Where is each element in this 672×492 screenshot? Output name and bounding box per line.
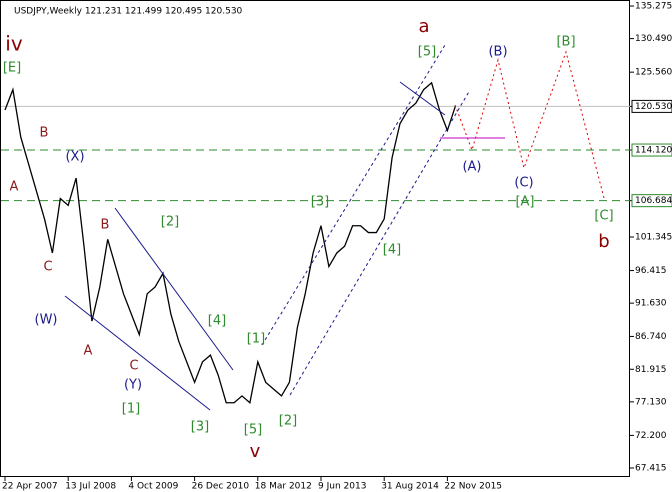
wave-label: B — [40, 126, 49, 141]
tick-box — [631, 143, 672, 157]
channel-line — [64, 295, 211, 411]
wave-label: v — [250, 441, 261, 462]
wave-label: [4] — [208, 314, 226, 329]
wave-label: (A) — [462, 160, 481, 175]
wave-label: [3] — [311, 195, 329, 210]
wave-label: A — [10, 180, 19, 195]
y-tick-label: 120.530 — [635, 102, 672, 112]
channel-line — [289, 89, 471, 396]
y-tick-label: 135.275 — [635, 2, 672, 12]
y-tick-label: 125.560 — [635, 68, 672, 78]
channel-line — [114, 207, 234, 371]
wave-label: iv — [5, 32, 23, 56]
x-tick-label: 4 Oct 2009 — [128, 482, 178, 492]
wave-label: C — [129, 359, 138, 374]
wave-label: A — [84, 344, 93, 359]
channel-line — [399, 81, 446, 116]
y-tick-label: 81.915 — [635, 365, 667, 375]
x-tick-label: 18 Mar 2012 — [255, 482, 312, 492]
wave-label: [5] — [244, 423, 262, 438]
wave-label: [3] — [191, 420, 209, 435]
wave-label: a — [418, 16, 429, 37]
wave-label: C — [43, 260, 52, 275]
drawings — [64, 44, 605, 411]
tick-box — [631, 99, 672, 113]
tick-box — [631, 194, 672, 208]
y-tick-label: 67.415 — [635, 463, 667, 473]
projection — [454, 50, 605, 199]
wave-label: [2] — [161, 215, 179, 230]
wave-label: (W) — [35, 313, 58, 328]
y-tick-label: 106.684 — [635, 196, 672, 206]
wave-label: [5] — [418, 45, 436, 60]
channel-line — [261, 44, 446, 346]
wave-label: [C] — [594, 209, 613, 224]
price-line — [4, 81, 456, 404]
wave-label: [A] — [515, 195, 534, 210]
chart-title: USDJPY,Weekly 121.231 121.499 120.495 12… — [14, 7, 243, 17]
y-tick-label: 86.740 — [635, 332, 667, 342]
wave-label: B — [101, 218, 110, 233]
y-tick-label: 72.200 — [635, 431, 667, 441]
wave-label: [2] — [279, 414, 297, 429]
wave-label: [1] — [247, 332, 265, 347]
plot-frame — [0, 0, 630, 477]
x-tick-label: 31 Aug 2014 — [381, 482, 439, 492]
y-tick-label: 130.490 — [635, 34, 672, 44]
x-tick-label: 22 Nov 2015 — [444, 482, 502, 492]
wave-label: b — [598, 231, 609, 252]
wave-label: [B] — [556, 35, 575, 50]
x-tick-label: 22 Apr 2007 — [2, 482, 58, 492]
wave-label: [E] — [3, 61, 21, 76]
y-tick-label: 101.345 — [635, 233, 672, 243]
wave-label: (B) — [488, 45, 507, 60]
y-tick-label: 114.120 — [635, 146, 672, 156]
wave-label: (X) — [65, 150, 84, 165]
wave-label: [4] — [383, 243, 401, 258]
x-tick-label: 13 Jul 2008 — [65, 482, 116, 492]
x-tick-label: 9 Jun 2013 — [318, 482, 366, 492]
x-tick-label: 26 Dec 2010 — [192, 482, 250, 492]
wave-label: (C) — [514, 176, 533, 191]
wave-label: (Y) — [124, 378, 142, 393]
wave-label: [1] — [122, 402, 140, 417]
y-tick-label: 77.130 — [635, 397, 667, 407]
y-tick-label: 96.415 — [635, 266, 667, 276]
y-tick-label: 91.630 — [635, 299, 667, 309]
